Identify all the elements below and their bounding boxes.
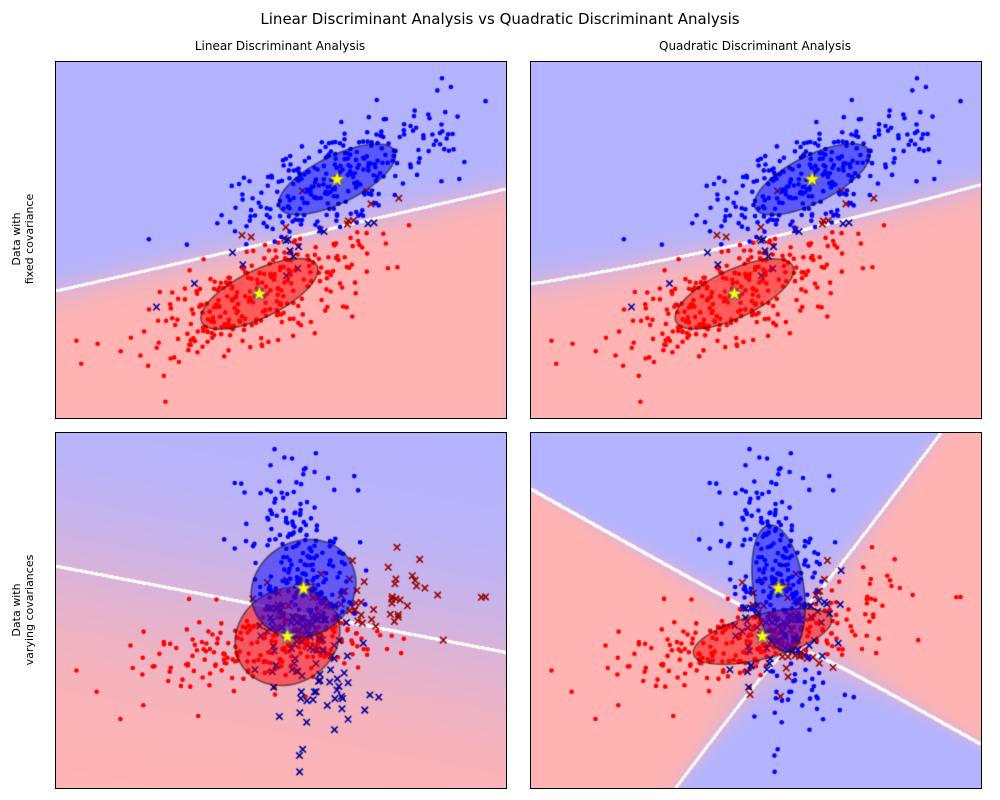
row-label-line: fixed covariance <box>23 193 36 285</box>
scatter-plot-qda-varying-covariances <box>531 433 981 788</box>
subplot-title-qda: Quadratic Discriminant Analysis <box>659 39 851 53</box>
subplot-qda-varying-covariances <box>530 432 982 789</box>
scatter-plot-lda-fixed-covariance <box>56 62 506 418</box>
subplot-title-lda: Linear Discriminant Analysis <box>194 39 366 53</box>
row-label-varying-covariances: Data with varying covariances <box>10 432 38 788</box>
scatter-plot-lda-varying-covariances <box>56 433 506 788</box>
subplot-lda-varying-covariances <box>55 432 507 789</box>
figure-title: Linear Discriminant Analysis vs Quadrati… <box>260 10 740 28</box>
subplot-lda-fixed-covariance <box>55 61 507 419</box>
row-label-line: Data with <box>10 212 23 266</box>
row-label-line: varying covariances <box>23 554 36 666</box>
subplot-qda-fixed-covariance <box>530 61 982 419</box>
scatter-plot-qda-fixed-covariance <box>531 62 981 418</box>
row-label-fixed-covariance: Data with fixed covariance <box>10 61 38 417</box>
row-label-line: Data with <box>10 583 23 637</box>
